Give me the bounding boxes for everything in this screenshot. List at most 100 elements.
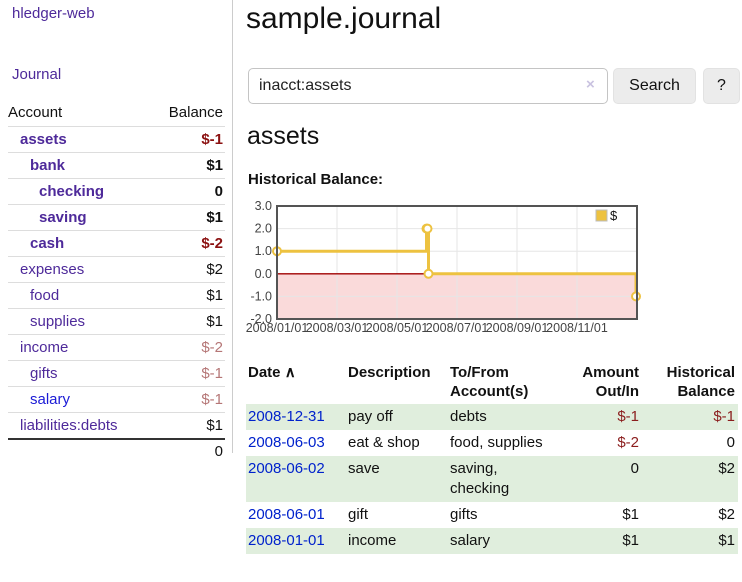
account-balance: $-1 xyxy=(201,365,223,382)
transaction-date-link[interactable]: 2008-06-01 xyxy=(248,506,325,523)
account-row-food: food $1 xyxy=(8,282,225,308)
account-link-expenses[interactable]: expenses xyxy=(20,261,85,278)
account-balance: $2 xyxy=(206,261,223,278)
transaction-accounts: food, supplies xyxy=(450,434,543,451)
transaction-date-link[interactable]: 2008-01-01 xyxy=(248,532,325,549)
svg-text:2008/03/01: 2008/03/01 xyxy=(306,321,369,335)
svg-text:2008/05/01: 2008/05/01 xyxy=(366,321,429,335)
historical-balance-chart: $ 3.0 2.0 1.0 0.0 -1.0 -2.0 2008/01/01 2… xyxy=(244,194,644,344)
transaction-balance: 0 xyxy=(726,434,735,451)
search-input[interactable] xyxy=(248,68,608,104)
account-link-salary[interactable]: salary xyxy=(30,391,71,408)
transaction-description: eat & shop xyxy=(348,434,420,451)
account-row-bank: bank $1 xyxy=(8,152,225,178)
help-button[interactable]: ? xyxy=(703,68,740,104)
account-balance: $1 xyxy=(206,157,223,174)
account-balance: $1 xyxy=(206,287,223,304)
account-link-liabilities-debts[interactable]: liabilities:debts xyxy=(20,417,118,434)
svg-text:2008/07/01: 2008/07/01 xyxy=(426,321,489,335)
account-row-salary: salary $-1 xyxy=(8,386,225,412)
register-row: 2008-06-03 eat & shop food, supplies $-2… xyxy=(246,430,738,456)
account-link-cash[interactable]: cash xyxy=(30,235,65,252)
chart-canvas: $ 3.0 2.0 1.0 0.0 -1.0 -2.0 2008/01/01 2… xyxy=(246,199,641,335)
account-link-food[interactable]: food xyxy=(30,287,60,304)
svg-text:2.0: 2.0 xyxy=(255,222,272,236)
transaction-amount: $-1 xyxy=(562,404,642,430)
accounts-total-value: 0 xyxy=(214,443,223,460)
account-heading: assets xyxy=(247,122,320,150)
chart-title-label: Historical Balance: xyxy=(248,171,384,188)
account-balance: 0 xyxy=(214,183,223,200)
svg-text:2008/01/01: 2008/01/01 xyxy=(246,321,309,335)
account-balance: $1 xyxy=(206,417,223,434)
account-link-supplies[interactable]: supplies xyxy=(30,313,86,330)
transaction-description: gift xyxy=(348,506,369,523)
account-row-supplies: supplies $1 xyxy=(8,308,225,334)
account-balance: $-1 xyxy=(201,391,223,408)
transaction-balance: $1 xyxy=(642,528,738,554)
account-balance: $-2 xyxy=(201,235,223,252)
search-form: × Search ? xyxy=(248,68,742,104)
column-header-amount: Amount Out/In xyxy=(582,364,639,400)
svg-text:1.0: 1.0 xyxy=(255,244,272,258)
svg-text:2008/11/01: 2008/11/01 xyxy=(546,321,608,335)
transaction-balance: $2 xyxy=(642,456,738,502)
register-row: 2008-12-31 pay off debts $-1 $-1 xyxy=(246,404,738,430)
register-table: Date ∧ Description To/From Account(s) Am… xyxy=(246,360,738,554)
column-header-balance: Historical Balance xyxy=(666,364,735,400)
accounts-table-header: Account Balance xyxy=(8,100,225,126)
register-row: 2008-06-01 gift gifts $1 $2 xyxy=(246,502,738,528)
transaction-balance: $2 xyxy=(718,506,735,523)
account-link-saving[interactable]: saving xyxy=(39,209,87,226)
search-button[interactable]: Search xyxy=(613,68,696,104)
svg-text:0.0: 0.0 xyxy=(255,267,272,281)
account-balance: $1 xyxy=(206,209,223,226)
account-row-expenses: expenses $2 xyxy=(8,256,225,282)
sidebar-item-journal[interactable]: Journal xyxy=(12,66,62,83)
account-balance: $-1 xyxy=(201,131,223,148)
svg-text:-1.0: -1.0 xyxy=(250,289,272,303)
transaction-accounts: debts xyxy=(448,404,562,430)
transaction-date-link[interactable]: 2008-12-31 xyxy=(248,408,325,425)
register-row: 2008-06-02 save saving, checking 0 $2 xyxy=(246,456,738,502)
transaction-date-link[interactable]: 2008-06-03 xyxy=(248,434,325,451)
account-link-gifts[interactable]: gifts xyxy=(30,365,58,382)
transaction-amount: $1 xyxy=(622,506,639,523)
balance-column-header: Balance xyxy=(168,104,223,121)
account-link-bank[interactable]: bank xyxy=(30,157,66,174)
clear-search-icon[interactable]: × xyxy=(586,76,595,93)
account-row-income: income $-2 xyxy=(8,334,225,360)
account-link-income[interactable]: income xyxy=(20,339,69,356)
account-row-saving: saving $1 xyxy=(8,204,225,230)
account-link-checking[interactable]: checking xyxy=(39,183,105,200)
account-row-liabilities-debts: liabilities:debts $1 xyxy=(8,412,225,438)
register-row: 2008-01-01 income salary $1 $1 xyxy=(246,528,738,554)
transaction-date-link[interactable]: 2008-06-02 xyxy=(248,460,325,477)
transaction-description: pay off xyxy=(346,404,448,430)
transaction-accounts: salary xyxy=(448,528,562,554)
accounts-table: Account Balance assets $-1 bank $1 check… xyxy=(8,100,225,464)
sidebar: hledger-web Journal Account Balance asse… xyxy=(0,0,233,460)
sort-ascending-icon: ∧ xyxy=(284,364,296,381)
chart-data-points xyxy=(272,223,641,302)
app-title-link[interactable]: hledger-web xyxy=(12,5,95,22)
chart-legend-swatch xyxy=(595,209,608,222)
account-row-gifts: gifts $-1 xyxy=(8,360,225,386)
svg-text:-2.0: -2.0 xyxy=(250,312,272,326)
account-balance: $1 xyxy=(206,313,223,330)
account-row-assets: assets $-1 xyxy=(8,126,225,152)
column-header-accounts: To/From Account(s) xyxy=(450,364,529,400)
account-link-assets[interactable]: assets xyxy=(20,131,67,148)
column-header-date[interactable]: Date ∧ xyxy=(246,360,346,404)
account-column-header: Account xyxy=(8,104,63,121)
page-title: sample.journal xyxy=(246,2,442,35)
transaction-accounts: gifts xyxy=(450,506,478,523)
account-row-cash: cash $-2 xyxy=(8,230,225,256)
chart-x-axis-labels: 2008/01/01 2008/03/01 2008/05/01 2008/07… xyxy=(246,321,608,335)
transaction-amount: 0 xyxy=(562,456,642,502)
transaction-balance: $-1 xyxy=(642,404,738,430)
chart-legend-label: $ xyxy=(610,208,618,223)
chart-border xyxy=(276,205,638,320)
account-balance: $-2 xyxy=(201,339,223,356)
register-header-row: Date ∧ Description To/From Account(s) Am… xyxy=(246,360,738,404)
